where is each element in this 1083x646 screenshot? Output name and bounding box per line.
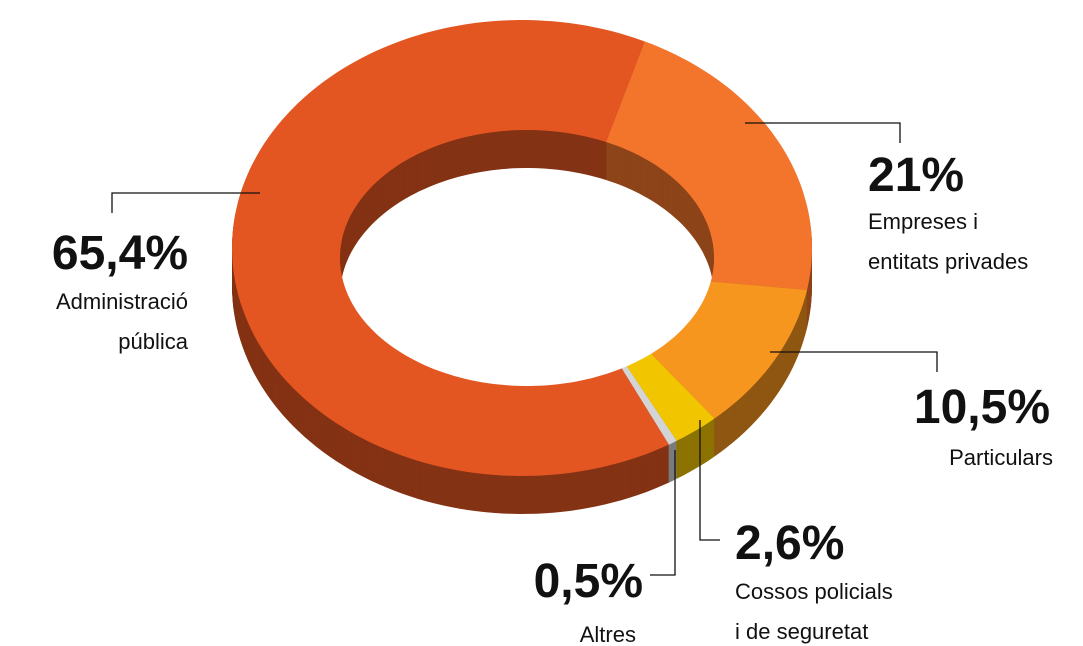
value-label: 10,5% <box>913 381 1050 434</box>
value-label: 2,6% <box>735 517 845 570</box>
leader-line <box>650 450 676 576</box>
leader-line <box>699 420 720 541</box>
slice <box>651 281 808 419</box>
slice <box>621 366 677 445</box>
slice <box>626 353 715 441</box>
category-label: Empreses i entitats privades <box>868 209 1029 274</box>
value-label: 0,5% <box>533 555 643 608</box>
leader-lines <box>111 122 938 576</box>
leader-line <box>745 122 901 143</box>
category-label: Cossos policials i de seguretat <box>735 579 893 644</box>
category-label: Altres <box>579 622 636 646</box>
leader-line <box>770 351 938 372</box>
category-label: Particulars <box>949 445 1053 470</box>
leader-line <box>111 192 260 213</box>
value-label: 65,4% <box>51 227 188 280</box>
category-label: Administració pública <box>55 289 188 354</box>
tops <box>232 20 812 476</box>
slice <box>606 41 812 290</box>
value-label: 21% <box>868 149 965 202</box>
slice <box>232 20 669 476</box>
